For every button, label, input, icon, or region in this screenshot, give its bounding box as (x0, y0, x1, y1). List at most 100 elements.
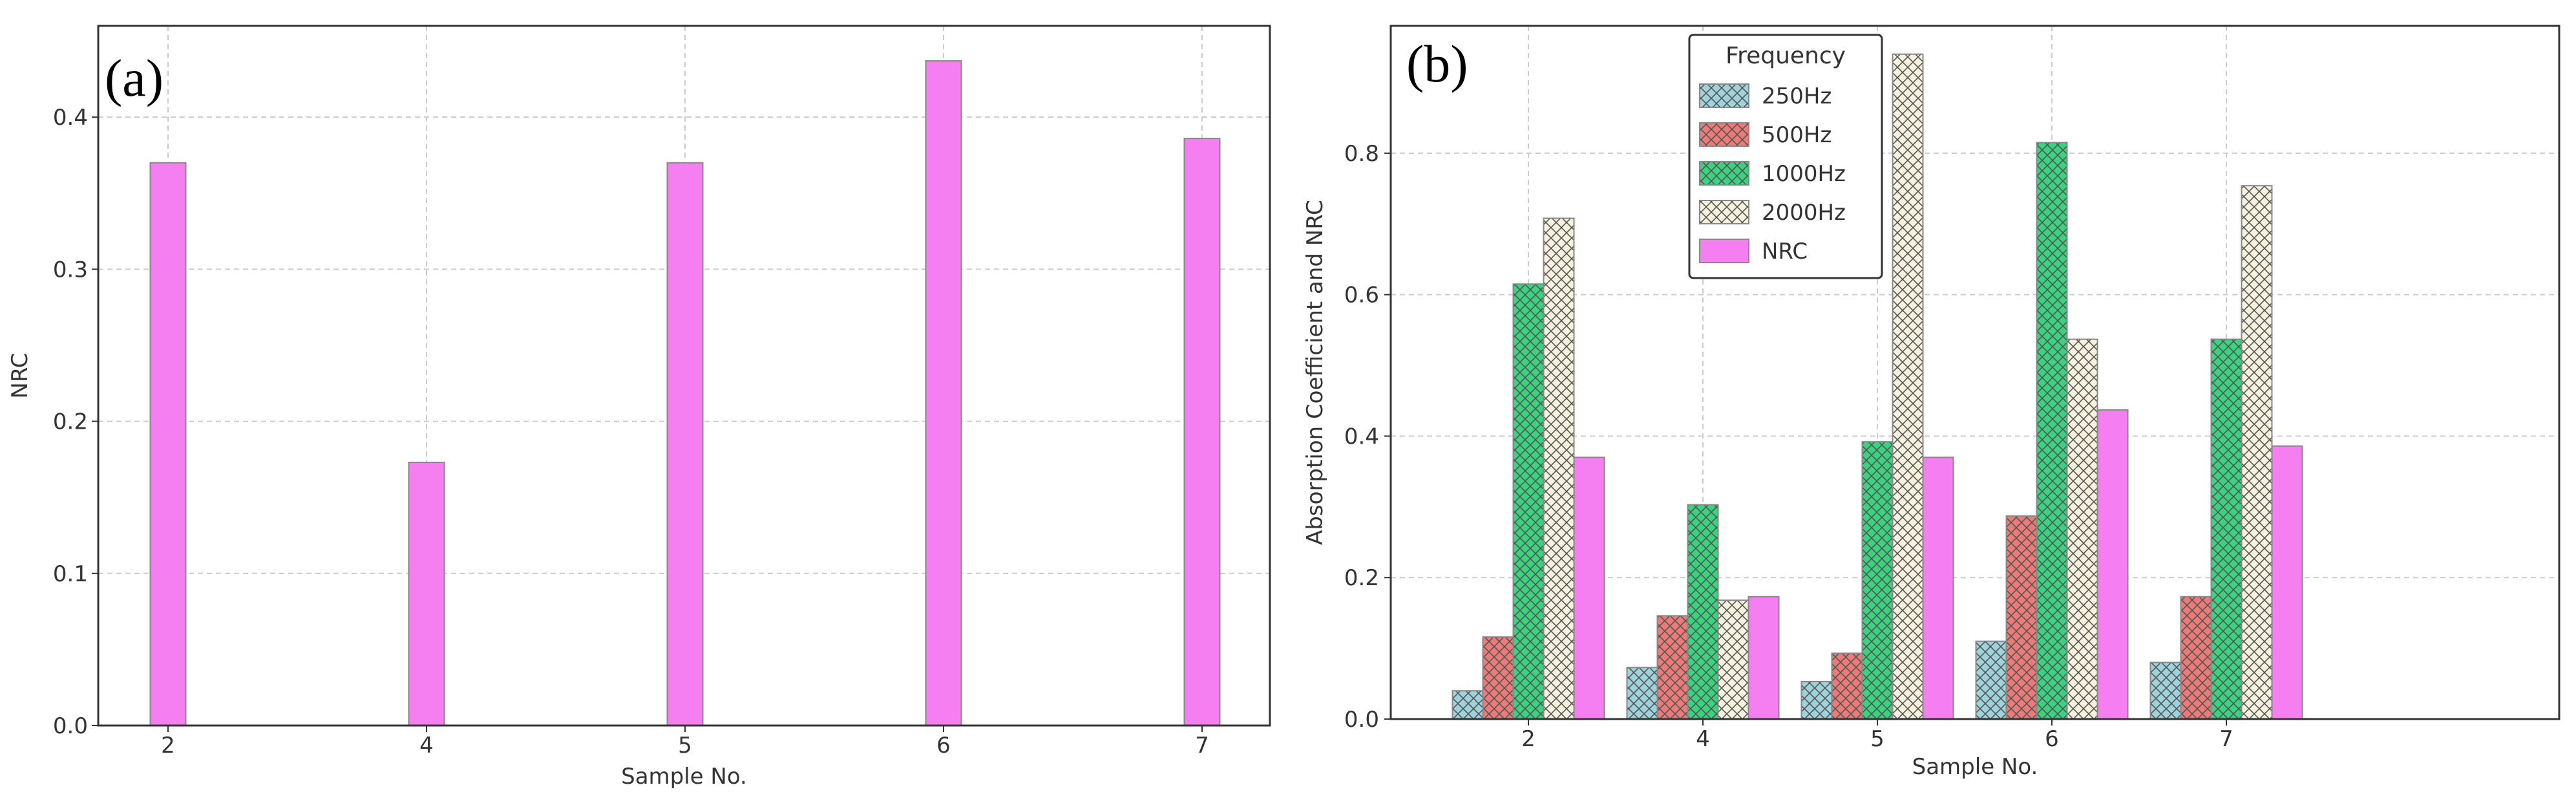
bar (1861, 441, 1894, 720)
bar (2271, 445, 2303, 720)
x-tick-label: 4 (419, 733, 434, 759)
bar (2036, 142, 2068, 720)
bar (1573, 457, 1605, 720)
bar (408, 462, 445, 726)
x-tick-label: 6 (2045, 726, 2059, 752)
bar-fill (1574, 457, 1605, 719)
legend-item: 2000Hz (1699, 200, 1846, 226)
x-axis-label: Sample No. (621, 764, 747, 790)
panel-label: (a) (105, 48, 164, 107)
bar-hatch (2241, 186, 2272, 720)
bar (1922, 457, 1954, 720)
bar-hatch (1976, 641, 2007, 719)
bar-fill (1748, 596, 1779, 719)
nrc-chart-panel: 0.0 0.1 0.2 0.3 0.4 2 4 5 6 7 Sample No. NRC (a) (7, 25, 1271, 790)
bar-hatch (1862, 442, 1893, 719)
legend-item: 250Hz (1699, 83, 1832, 109)
bar (1800, 681, 1833, 720)
x-tick-label: 5 (678, 733, 692, 759)
x-tick-label: 2 (161, 733, 175, 759)
bar (925, 60, 962, 727)
x-axis-label: Sample No. (1912, 754, 2038, 780)
bar-hatch (1513, 284, 1544, 719)
bar (1452, 690, 1484, 720)
bar-hatch (2006, 516, 2037, 719)
bar (1183, 138, 1221, 727)
x-tick-label: 4 (1696, 726, 1710, 752)
ticks-layer: 0.0 0.1 0.2 0.3 0.4 2 4 5 6 7 (53, 105, 1209, 759)
x-tick-label: 2 (1521, 726, 1536, 752)
bar (1543, 217, 1575, 720)
bar (1687, 504, 1719, 720)
bar-hatch (2067, 339, 2098, 719)
y-tick-label: 0.2 (1344, 565, 1379, 591)
plot-frame (97, 25, 1271, 727)
legend-label: 1000Hz (1762, 161, 1846, 187)
legend-swatch-edge (1699, 83, 1749, 108)
legend-swatch-edge (1699, 161, 1749, 186)
bar-hatch (1832, 653, 1863, 719)
y-tick-label: 0.1 (53, 561, 88, 587)
bar (1892, 53, 1924, 720)
bar-fill (925, 61, 962, 726)
bar-hatch (1801, 682, 1832, 719)
legend-title: Frequency (1726, 43, 1846, 69)
y-tick-label: 0.4 (1344, 424, 1379, 449)
legend-swatch-hatch (1700, 84, 1749, 107)
x-tick-label: 5 (1870, 726, 1884, 752)
legend-swatch-edge (1699, 200, 1749, 224)
legend-item: 500Hz (1699, 122, 1832, 148)
bar-hatch (1543, 218, 1574, 720)
bars-layer (1452, 53, 2303, 720)
bar-fill (1923, 457, 1954, 719)
bar (2180, 596, 2212, 720)
bar (2096, 409, 2129, 720)
bar-hatch (1657, 616, 1688, 719)
bar (2210, 338, 2243, 720)
ticks-layer: 0.0 0.2 0.4 0.6 0.8 2 4 5 6 7 (1344, 141, 2233, 752)
bar-fill (2272, 446, 2303, 719)
absorption-chart-panel: 0.0 0.2 0.4 0.6 0.8 2 4 5 6 7 Sample No. Absorpti… (1302, 25, 2560, 780)
bar-hatch (2180, 596, 2212, 719)
y-tick-label: 0.0 (1344, 707, 1379, 733)
bar-fill (667, 162, 703, 726)
x-tick-label: 7 (1195, 733, 1209, 759)
bars-layer (149, 60, 1221, 727)
bar (1512, 283, 1545, 720)
plot-frame (1389, 25, 2560, 720)
bar-hatch (1718, 600, 1749, 719)
legend-item: NRC (1699, 239, 1808, 264)
legend-label: 500Hz (1762, 122, 1832, 148)
bar-hatch (1483, 637, 1514, 719)
bar (2005, 515, 2038, 720)
bar (1656, 615, 1689, 720)
bar-hatch (1452, 691, 1483, 719)
bar (1747, 596, 1780, 720)
y-tick-label: 0.3 (53, 257, 88, 283)
y-axis-label: NRC (7, 352, 33, 398)
bar (1717, 599, 1749, 720)
bar (1626, 667, 1658, 720)
y-tick-label: 0.8 (1344, 141, 1379, 167)
bar-fill (2097, 409, 2128, 719)
legend-swatch-hatch (1700, 162, 1749, 185)
legend-label: 2000Hz (1762, 200, 1846, 226)
bar-hatch (2150, 662, 2181, 719)
legend-swatch-edge (1699, 122, 1749, 147)
y-tick-label: 0.0 (53, 713, 88, 739)
bar-fill (408, 462, 445, 726)
x-tick-label: 7 (2219, 726, 2233, 752)
bar-hatch (1687, 504, 1718, 719)
legend-label: 250Hz (1762, 83, 1832, 109)
panel-label: (b) (1406, 34, 1468, 93)
legend-label: NRC (1762, 239, 1808, 264)
bar (1831, 652, 1863, 720)
bar (2066, 338, 2098, 720)
legend-swatch (1700, 239, 1749, 263)
bar-hatch (2211, 339, 2242, 719)
bar (149, 162, 187, 726)
legend-swatch-hatch (1700, 123, 1749, 146)
y-axis-label: Absorption Coefficient and NRC (1302, 200, 1328, 545)
y-tick-label: 0.4 (53, 105, 88, 131)
